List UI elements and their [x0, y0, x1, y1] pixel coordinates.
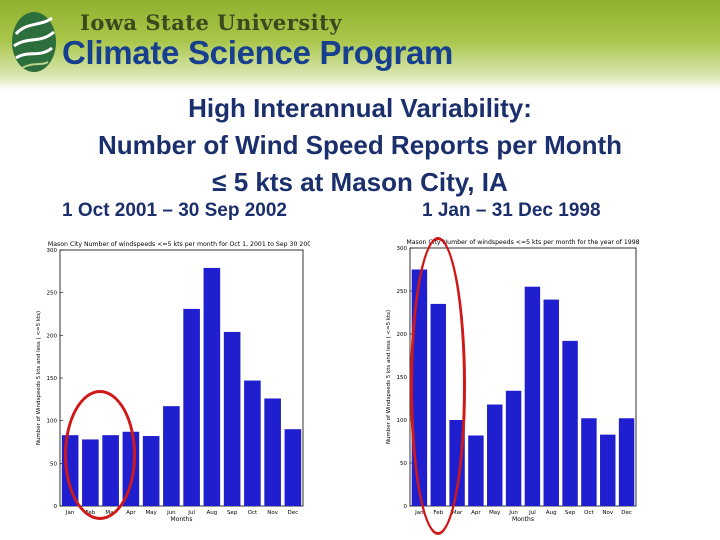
- x-tick-label: Aug: [546, 510, 557, 516]
- bar-nov: [600, 434, 616, 506]
- x-tick-label: Jul: [187, 510, 195, 516]
- y-tick-label: 100: [397, 418, 408, 424]
- bar-dec: [618, 418, 635, 506]
- bar-may: [142, 436, 160, 506]
- x-tick-label: Oct: [584, 510, 594, 516]
- y-tick-label: 150: [47, 376, 58, 382]
- bar-may: [487, 404, 503, 506]
- y-tick-label: 100: [47, 419, 58, 425]
- x-tick-label: Sep: [565, 510, 576, 516]
- bar-oct: [581, 418, 597, 506]
- bar-aug: [203, 267, 221, 506]
- x-tick-label: Apr: [126, 510, 136, 516]
- chart-title: Mason City Number of windspeeds <=5 kts …: [406, 239, 639, 246]
- bar-apr: [468, 435, 484, 506]
- y-tick-label: 250: [47, 291, 58, 297]
- x-tick-label: Oct: [248, 510, 258, 516]
- bar-jul: [524, 286, 541, 506]
- y-tick-label: 200: [47, 333, 58, 339]
- slide-title: High Interannual Variability: Number of …: [0, 90, 720, 201]
- x-tick-label: Aug: [207, 510, 218, 516]
- x-tick-label: Jun: [166, 510, 176, 516]
- x-tick-label: Jan: [414, 510, 424, 516]
- y-tick-label: 50: [50, 461, 57, 467]
- x-axis-label: Months: [512, 516, 534, 523]
- x-tick-label: Dec: [288, 510, 299, 516]
- y-tick-label: 250: [397, 289, 408, 295]
- x-tick-label: Apr: [471, 510, 481, 516]
- x-tick-label: Nov: [267, 510, 278, 516]
- bar-dec: [284, 429, 302, 506]
- x-tick-label: Nov: [602, 510, 613, 516]
- y-tick-label: 0: [404, 504, 408, 510]
- subtitle-left: 1 Oct 2001 – 30 Sep 2002: [62, 200, 287, 221]
- subtitle-right: 1 Jan – 31 Dec 1998: [422, 200, 601, 221]
- bar-jun: [505, 390, 522, 506]
- bar-jun: [163, 406, 180, 506]
- x-tick-label: Jul: [528, 510, 536, 516]
- title-line-3: ≤ 5 kts at Mason City, IA: [212, 167, 508, 197]
- y-tick-label: 200: [397, 332, 408, 338]
- y-axis-label: Number of Windspeeds 5 kts and less ( <=…: [386, 310, 392, 444]
- bar-aug: [543, 299, 559, 506]
- bar-nov: [264, 398, 281, 506]
- highlight-circle-left: [64, 390, 136, 520]
- x-tick-label: Dec: [621, 510, 632, 516]
- chart-title: Mason City Number of windspeeds <=5 kts …: [48, 241, 310, 248]
- bar-sep: [562, 340, 578, 506]
- y-axis-label: Number of Windspeeds 5 kts and less ( <=…: [36, 311, 42, 445]
- highlight-circle-right: [410, 237, 466, 535]
- x-axis-label: Months: [171, 516, 193, 523]
- program-name: Climate Science Program: [62, 34, 454, 71]
- x-tick-label: May: [145, 510, 157, 516]
- y-tick-label: 150: [397, 375, 408, 381]
- y-tick-label: 50: [400, 461, 407, 467]
- x-tick-label: Sep: [227, 510, 238, 516]
- x-tick-label: Mar: [452, 510, 463, 516]
- header-banner: Iowa State University Climate Science Pr…: [0, 0, 720, 90]
- x-tick-label: Jun: [508, 510, 518, 516]
- title-line-2: Number of Wind Speed Reports per Month: [97, 130, 623, 160]
- title-line-1: High Interannual Variability:: [188, 93, 532, 123]
- y-tick-label: 0: [54, 504, 58, 510]
- x-tick-label: May: [489, 510, 501, 516]
- x-tick-label: Jan: [65, 510, 75, 516]
- university-name: Iowa State University: [80, 10, 343, 35]
- swirl-globe-icon: [12, 12, 56, 72]
- bar-sep: [223, 331, 241, 506]
- bar-oct: [244, 380, 261, 506]
- bar-jul: [183, 308, 200, 506]
- y-tick-label: 300: [397, 246, 408, 252]
- y-tick-label: 300: [47, 248, 58, 254]
